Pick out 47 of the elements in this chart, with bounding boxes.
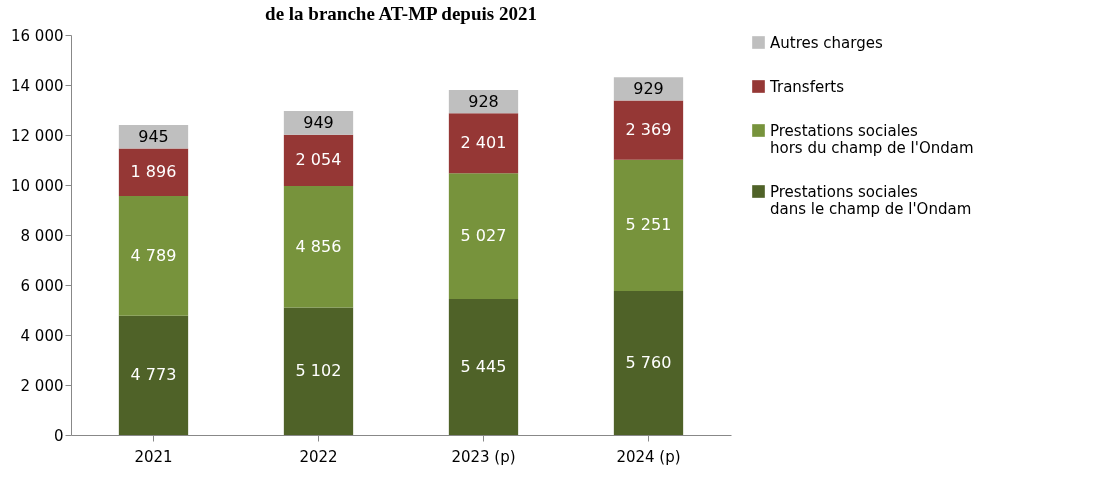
data-label: 4 856 — [295, 236, 342, 256]
bar — [283, 186, 354, 308]
data-label: 2 054 — [295, 150, 342, 170]
y-tick-label: 0 — [53, 426, 64, 445]
legend-label: Autres charges — [770, 33, 883, 52]
data-label: 1 896 — [130, 162, 177, 182]
bar — [448, 173, 519, 299]
bar — [283, 307, 354, 435]
data-label: 2 369 — [625, 120, 672, 140]
y-tick-label: 4 000 — [20, 326, 64, 345]
bar — [118, 148, 189, 196]
y-tick-label: 8 000 — [20, 226, 64, 245]
data-label: 949 — [303, 112, 334, 132]
legend-label: Prestations sociales dans le champ de l'Ondam — [770, 182, 972, 218]
bar — [118, 315, 189, 435]
legend-label: Prestations sociales hors du champ de l'Ondam — [770, 121, 974, 157]
bar — [118, 195, 189, 316]
bar — [613, 77, 684, 101]
data-label: 4 773 — [130, 365, 177, 385]
data-label: 4 789 — [130, 245, 177, 265]
legend-label: Transferts — [769, 77, 845, 96]
bar — [613, 291, 684, 435]
y-tick-label: 16 000 — [11, 26, 64, 45]
data-label: 5 102 — [295, 361, 342, 381]
data-label: 5 445 — [460, 356, 507, 376]
x-tick-label: 2021 — [134, 447, 173, 466]
bar — [613, 100, 684, 160]
y-tick-label: 6 000 — [20, 276, 64, 295]
data-label: 2 401 — [460, 133, 507, 153]
bar — [613, 159, 684, 291]
y-tick-label: 10 000 — [11, 176, 64, 195]
bar — [448, 298, 519, 435]
x-tick-label: 2024 (p) — [616, 447, 681, 466]
x-tick-label: 2022 — [299, 447, 338, 466]
data-label: 945 — [138, 126, 169, 146]
y-tick-label: 12 000 — [11, 126, 64, 145]
data-label: 5 760 — [625, 353, 672, 372]
bar — [283, 134, 354, 187]
bar — [448, 113, 519, 174]
data-label: 5 027 — [460, 226, 507, 246]
chart-title: de la branche AT-MP depuis 2021 — [265, 3, 537, 24]
y-tick-label: 14 000 — [11, 76, 64, 95]
data-label: 929 — [633, 78, 664, 98]
x-tick-label: 2023 (p) — [451, 447, 516, 466]
data-label: 928 — [468, 91, 499, 111]
data-label: 5 251 — [625, 215, 672, 235]
y-tick-label: 2 000 — [20, 376, 64, 395]
